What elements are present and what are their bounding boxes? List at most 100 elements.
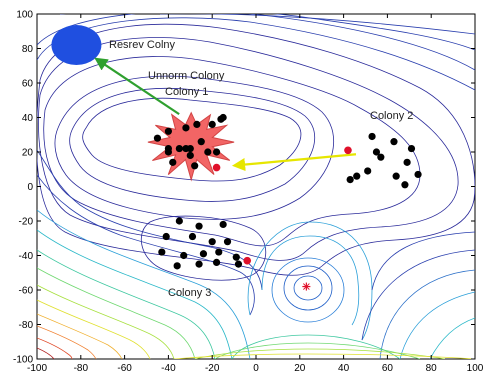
x-tick-label: -100 xyxy=(27,363,47,374)
colony3-point xyxy=(180,251,188,260)
unnorm-colony-label: Unnorm Colony xyxy=(148,70,225,82)
x-tick-label: -80 xyxy=(74,363,89,374)
contour-line xyxy=(214,342,421,359)
colony2-point xyxy=(401,181,409,189)
colony3-point xyxy=(223,238,232,246)
colony3-best-point xyxy=(243,256,252,265)
y-tick-label: -40 xyxy=(19,251,34,262)
contour-line xyxy=(429,317,475,359)
colony1-point xyxy=(186,151,194,160)
x-tick-label: 100 xyxy=(467,363,484,374)
contour-line xyxy=(37,299,151,359)
yellow-arrow xyxy=(231,153,357,172)
colony3-point xyxy=(195,222,203,230)
y-tick-label: -60 xyxy=(19,286,34,297)
y-tick-label: 40 xyxy=(22,113,34,124)
x-tick-label: 60 xyxy=(382,363,394,374)
contour-line xyxy=(38,37,459,261)
colony1-point xyxy=(169,158,177,166)
contour-line xyxy=(293,275,323,301)
green-arrow xyxy=(94,57,180,116)
x-axis-ticks: -100 -80 -60 -40 -20 0 20 40 60 80 100 xyxy=(27,14,484,374)
y-tick-label: 100 xyxy=(16,10,33,21)
contour-line xyxy=(54,75,335,220)
colony3-point xyxy=(175,217,183,225)
colony2-label: Colony 2 xyxy=(370,110,413,122)
contour-line xyxy=(37,284,175,359)
colony3-point xyxy=(158,248,166,256)
contour-line xyxy=(194,348,446,359)
y-tick-label: 20 xyxy=(22,148,34,159)
contour-line xyxy=(399,291,475,359)
colony2-point xyxy=(414,170,422,179)
minimum-mark-d2 xyxy=(303,283,310,290)
colony3-point xyxy=(219,220,227,229)
colony2-point xyxy=(407,144,416,153)
contour-line xyxy=(37,23,475,276)
colony1-point xyxy=(164,127,172,135)
colony2-point xyxy=(353,172,361,180)
colony3-point xyxy=(199,250,208,258)
colony2-point xyxy=(392,172,400,180)
y-tick-label: -80 xyxy=(19,320,34,331)
colony1-best-point xyxy=(212,163,221,172)
colony3-point xyxy=(195,260,203,268)
global-minimum-marker xyxy=(302,282,311,291)
contour-line xyxy=(37,249,216,359)
y-tick-label: -20 xyxy=(19,217,34,228)
colony2-point xyxy=(377,153,385,161)
y-tick-label: 80 xyxy=(22,44,34,55)
colony3-point xyxy=(188,232,197,241)
contour-line xyxy=(37,267,196,359)
x-tick-label: 0 xyxy=(253,363,259,374)
contour-line xyxy=(283,265,333,311)
colony1-point xyxy=(182,124,190,132)
contour-line xyxy=(37,209,251,359)
contour-line xyxy=(361,249,475,341)
x-tick-label: -60 xyxy=(117,363,132,374)
contour-line xyxy=(37,347,55,359)
x-tick-label: 20 xyxy=(294,363,306,374)
colony2-point xyxy=(346,176,354,184)
contour-line xyxy=(43,56,421,247)
y-axis-ticks: 100 80 60 40 20 0 -20 -40 -60 -80 -100 xyxy=(13,10,475,366)
contour-line xyxy=(37,313,123,359)
y-tick-label: -100 xyxy=(13,355,33,366)
colony3-point xyxy=(234,260,243,268)
colony1-point xyxy=(182,144,190,153)
colony2-point xyxy=(403,158,411,166)
colony2-point xyxy=(364,167,372,175)
contour-line xyxy=(247,221,373,341)
contour-line xyxy=(60,14,475,51)
colony1-point xyxy=(219,113,227,122)
colony2-point xyxy=(390,138,398,146)
contour-line xyxy=(69,88,316,202)
colony1-point xyxy=(212,148,221,156)
colony3-point xyxy=(162,232,170,241)
colony3-point xyxy=(212,258,221,266)
colony1-point xyxy=(191,162,199,170)
colony1-point xyxy=(175,144,183,153)
x-tick-label: 40 xyxy=(338,363,350,374)
colony1-point xyxy=(204,148,212,156)
contour-line xyxy=(160,14,475,35)
colony1-label: Colony 1 xyxy=(165,86,208,98)
contour-line xyxy=(271,257,345,323)
contour-line xyxy=(261,235,360,326)
colony1-point xyxy=(153,134,162,142)
reserve-colony-ellipse xyxy=(51,25,102,66)
colony-points xyxy=(153,113,422,270)
y-tick-label: 0 xyxy=(27,182,33,193)
colony3-point xyxy=(232,253,240,261)
colony3-point xyxy=(208,238,216,246)
colony1-point xyxy=(197,138,205,146)
contour-line xyxy=(37,174,255,316)
contour-line xyxy=(82,97,302,182)
contour-line xyxy=(371,231,475,291)
x-tick-label: -20 xyxy=(205,363,220,374)
colony2-point xyxy=(368,132,376,141)
contour-line xyxy=(141,215,267,281)
contour-line xyxy=(37,229,233,359)
colony2-best-point xyxy=(344,146,352,155)
